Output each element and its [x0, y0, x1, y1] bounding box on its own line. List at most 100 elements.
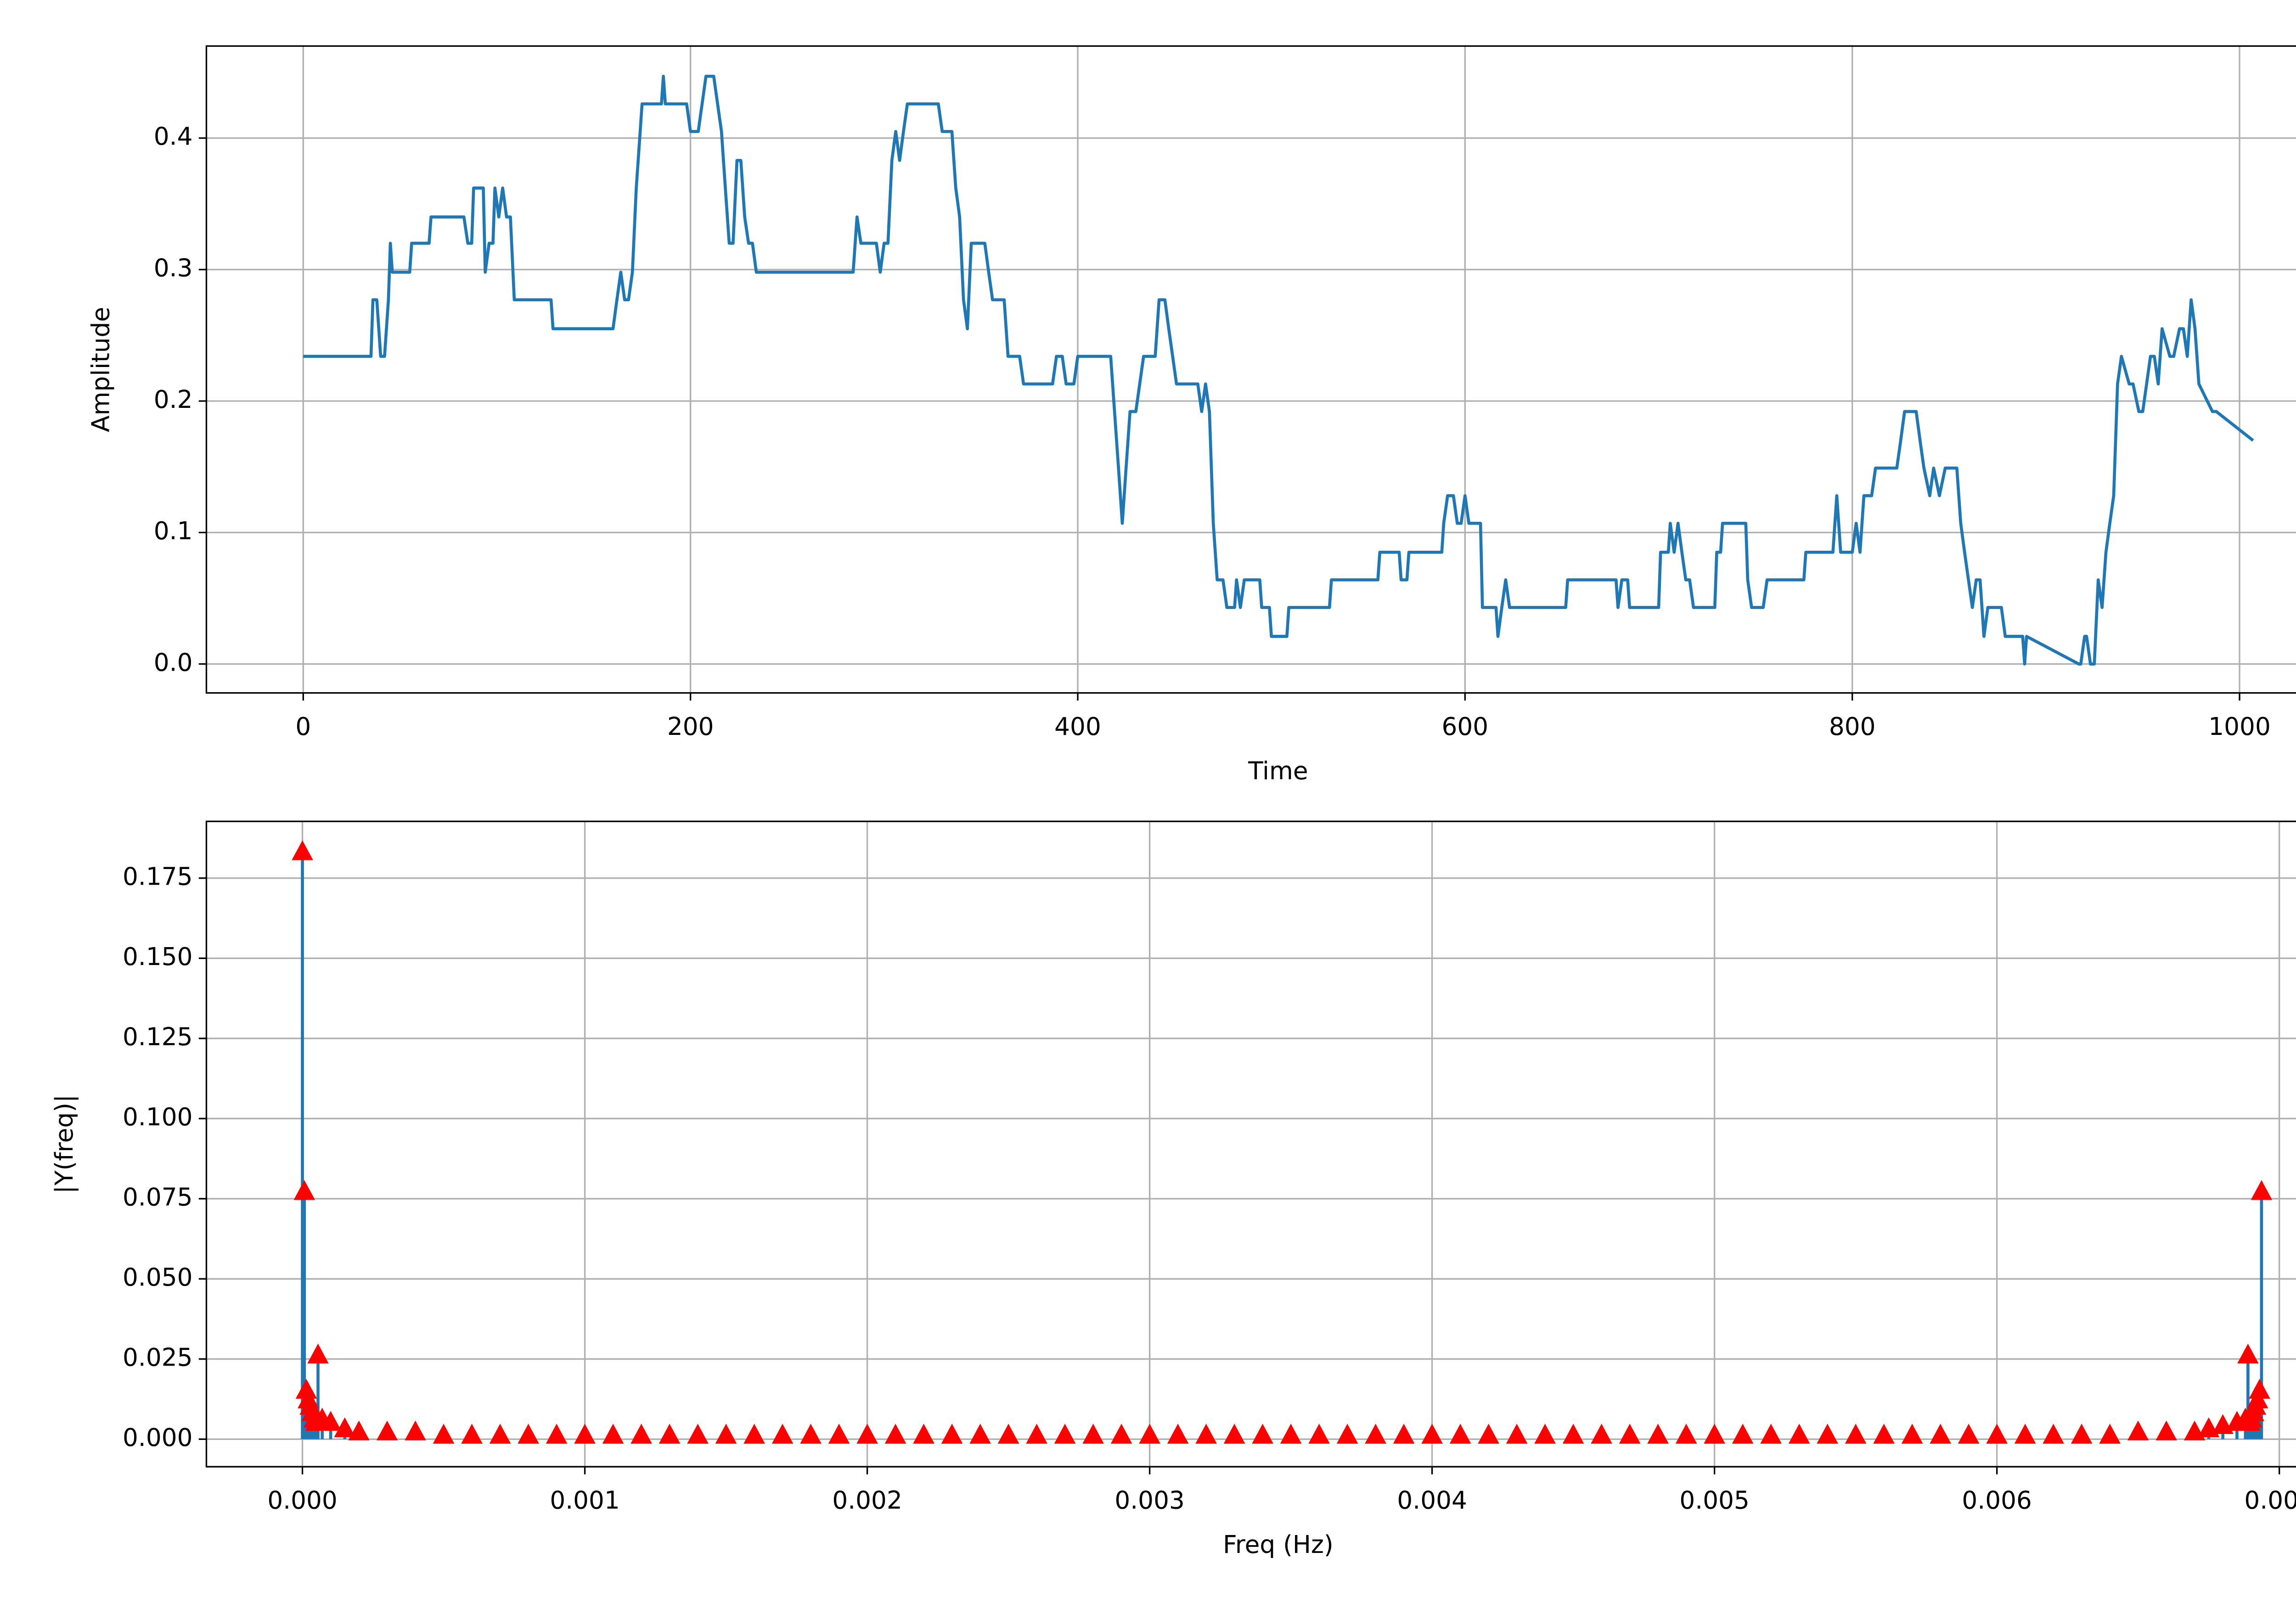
- stem-marker: [2155, 1420, 2177, 1440]
- stem-marker: [856, 1423, 878, 1444]
- stem-marker: [1732, 1423, 1754, 1444]
- stem-marker: [320, 1411, 342, 1431]
- stem-marker: [1167, 1423, 1189, 1444]
- stem-marker: [1195, 1423, 1217, 1444]
- stem-marker: [546, 1423, 568, 1444]
- x-tick-label: 0.001: [550, 1486, 620, 1515]
- stem-marker: [2127, 1420, 2149, 1440]
- stem-marker: [1704, 1423, 1725, 1444]
- stem-marker: [1139, 1423, 1160, 1444]
- stem-marker: [1110, 1423, 1132, 1444]
- stem-marker: [1308, 1423, 1330, 1444]
- stem-marker: [1986, 1423, 2008, 1444]
- stem-marker: [292, 840, 313, 860]
- y-tick-label: 0.4: [154, 122, 193, 151]
- axes-frame: [205, 820, 2296, 1468]
- stem-marker: [293, 1180, 315, 1200]
- stem-marker: [1223, 1423, 1245, 1444]
- stem-marker: [1817, 1423, 1838, 1444]
- axes: 0 200 400 600 800 1000 0.0 0.1 0.2 0.3 0.4 Time Ampl…: [87, 45, 2296, 785]
- y-tick-label: 0.050: [123, 1263, 193, 1292]
- stem-marker: [1393, 1423, 1415, 1444]
- stem-marker: [307, 1343, 329, 1364]
- y-axis-label: |Y(freq)|: [50, 1095, 79, 1194]
- y-tick-label: 0.000: [123, 1423, 193, 1452]
- x-tick-label: 0.004: [1397, 1486, 1467, 1515]
- x-tick-label: 0.007: [2244, 1486, 2296, 1515]
- stem-marker: [1336, 1423, 1358, 1444]
- stem-marker: [376, 1420, 398, 1440]
- x-axis-label: Time: [1248, 756, 1308, 785]
- stem-marker: [884, 1423, 906, 1444]
- x-tick-label: 200: [667, 712, 714, 741]
- y-tick-label: 0.0: [154, 648, 193, 677]
- stem-marker: [1365, 1423, 1386, 1444]
- x-tick-label: 400: [1054, 712, 1101, 741]
- y-tick-label: 0.175: [123, 862, 193, 891]
- stem-marker: [1845, 1423, 1867, 1444]
- stem-marker: [800, 1423, 822, 1444]
- y-tick-label: 0.1: [154, 517, 193, 545]
- stem-marker: [1788, 1423, 1810, 1444]
- stem-marker: [941, 1423, 963, 1444]
- stem-marker: [1562, 1423, 1584, 1444]
- y-tick-label: 0.100: [123, 1103, 193, 1131]
- stem-marker: [574, 1423, 596, 1444]
- stem-marker: [295, 1378, 317, 1399]
- x-tick-label: 800: [1829, 712, 1876, 741]
- stem-marker: [2237, 1343, 2259, 1364]
- stem-marker: [1506, 1423, 1528, 1444]
- stem-marker: [1478, 1423, 1499, 1444]
- y-tick-label: 0.2: [154, 385, 193, 414]
- stem-marker: [1873, 1423, 1895, 1444]
- stem-marker: [743, 1423, 765, 1444]
- x-tick-label: 0.006: [1962, 1486, 2032, 1515]
- data-line: [303, 74, 2254, 666]
- stem-marker: [602, 1423, 624, 1444]
- stem-marker: [687, 1423, 709, 1444]
- stem-marker: [1930, 1423, 1951, 1444]
- y-axis-label: Amplitude: [87, 307, 115, 432]
- y-tick-label: 0.025: [123, 1343, 193, 1372]
- stem-marker: [630, 1423, 652, 1444]
- stem-marker: [828, 1423, 850, 1444]
- x-tick-label: 1000: [2208, 712, 2271, 741]
- stem-marker: [348, 1420, 370, 1440]
- y-tick-label: 0.125: [123, 1022, 193, 1051]
- stem-marker: [2251, 1180, 2273, 1200]
- stem-marker: [2249, 1378, 2270, 1399]
- stem-marker: [715, 1423, 737, 1444]
- stem-marker: [771, 1423, 793, 1444]
- y-tick-label: 0.150: [123, 943, 193, 971]
- plot-area: [292, 840, 2273, 1444]
- stem-marker: [969, 1423, 991, 1444]
- stem-marker: [1901, 1423, 1923, 1444]
- stem-marker: [1958, 1423, 1980, 1444]
- x-tick-label: 600: [1442, 712, 1489, 741]
- axes: 0.000 0.001 0.002 0.003 0.004 0.005 0.006 0.007…: [50, 820, 2296, 1559]
- stem-marker: [1534, 1423, 1556, 1444]
- stem-marker: [1054, 1423, 1076, 1444]
- stem-marker: [2014, 1423, 2036, 1444]
- x-tick-label: 0: [295, 712, 311, 741]
- stem-marker: [1647, 1423, 1669, 1444]
- stem-marker: [1675, 1423, 1697, 1444]
- y-tick-label: 0.075: [123, 1183, 193, 1211]
- stem-marker: [1252, 1423, 1273, 1444]
- x-tick-label: 0.000: [267, 1486, 338, 1515]
- stem-marker: [2099, 1423, 2121, 1444]
- y-tick-label: 0.3: [154, 254, 193, 282]
- stem-marker: [405, 1420, 426, 1440]
- stem-marker: [1591, 1423, 1612, 1444]
- stem-marker: [334, 1417, 356, 1438]
- stem-marker: [1449, 1423, 1471, 1444]
- stem-marker: [1619, 1423, 1641, 1444]
- x-tick-label: 0.005: [1679, 1486, 1750, 1515]
- stem-marker: [1026, 1423, 1047, 1444]
- axes-frame: [205, 45, 2296, 694]
- stem-marker: [2043, 1423, 2064, 1444]
- stem-marker: [489, 1423, 511, 1444]
- x-axis-label: Freq (Hz): [1223, 1530, 1334, 1559]
- stem-marker: [433, 1423, 455, 1444]
